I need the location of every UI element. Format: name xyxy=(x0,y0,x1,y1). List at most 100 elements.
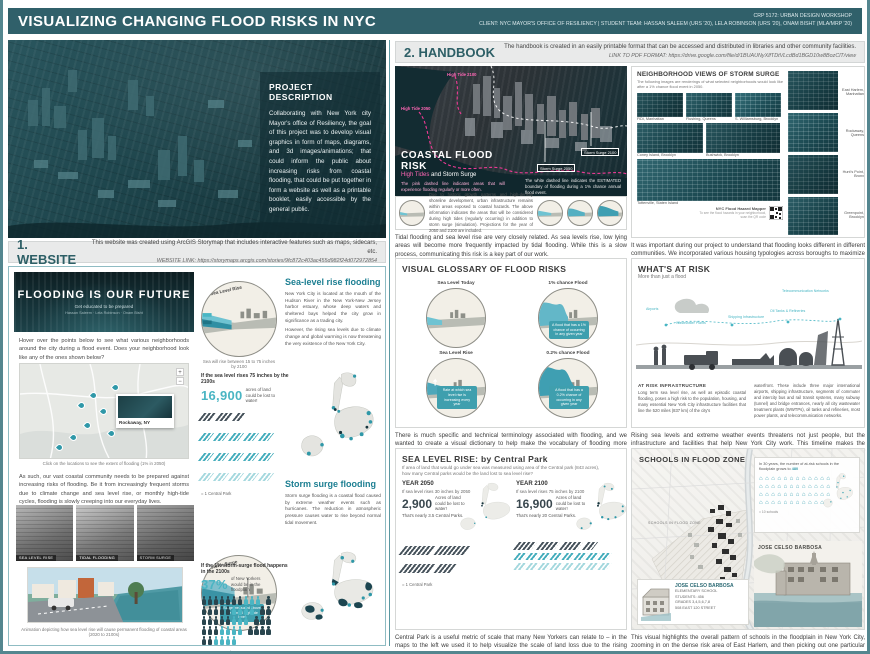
school-info-line: GRADES 3,4,5,6,7,8 xyxy=(675,600,711,605)
column-divider xyxy=(389,40,390,646)
website-section-desc: This website was created using ArcGIS St… xyxy=(89,239,377,265)
map-popup[interactable]: Rockaway, NY xyxy=(116,394,174,428)
year-label: YEAR 2100 xyxy=(516,481,548,487)
annotation-high-tide-2100: High Tide 2100 xyxy=(447,72,477,77)
handbook-section-desc: The handbook is created in an easily pri… xyxy=(504,43,856,60)
right-label: Greenpoint, Brooklyn xyxy=(844,210,864,219)
map-zoom-out[interactable]: − xyxy=(176,377,184,385)
stat-unit: acres of land could be lost to water! xyxy=(245,387,276,404)
risk-col1-title: AT RISK INFRASTRUCTURE xyxy=(638,383,707,388)
stat-value: 16,900 xyxy=(201,388,243,404)
neighborhood-small-row: FiDi, Manhattan Flushing, Queens S. Will… xyxy=(637,92,783,121)
neighborhoods-right-labels: East Harlem, Manhattan Rockaway, Queens … xyxy=(840,71,864,235)
schools-glyph-grid: ⌂⌂⌂⌂⌂⌂⌂⌂⌂⌂⌂⌂ ⌂⌂⌂⌂⌂⌂⌂⌂⌂⌂⌂⌂ ⌂⌂⌂⌂⌂⌂⌂⌂⌂⌂⌂⌂ ⌂… xyxy=(759,475,855,507)
schools-inset: In 30 years, the number of at-risk schoo… xyxy=(754,457,860,533)
glossary-item-0: Sea Level Today xyxy=(410,281,502,348)
neighborhoods-panel: NEIGHBORHOOD VIEWS OF STORM SURGE The fo… xyxy=(631,66,865,238)
coastal-title: COASTAL FLOOD RISK xyxy=(401,150,493,172)
sea-level-circle-diagram: Sea Level Rise xyxy=(201,281,277,357)
flooded-school-image: JOSE CELSO BARBOSA xyxy=(754,541,862,627)
glossary-circle xyxy=(426,288,486,348)
neighborhood-label: Tottenville, Staten Island xyxy=(637,200,679,205)
handbook-intro: The handbook is created in an easily pri… xyxy=(504,44,856,51)
year-note: That's nearly 3.5 Central Parks. xyxy=(402,513,464,519)
neighborhood-wide-block: Tottenville, Staten Island xyxy=(637,158,783,205)
glossary-item-2: Sea Level Rise Rate at which sea level r… xyxy=(410,351,502,418)
website-outro-text: As such, our vast coastal community need… xyxy=(19,474,189,506)
project-description-title: PROJECT DESCRIPTION xyxy=(269,82,333,102)
central-park-caption: Central Park is a useful metric of scale… xyxy=(395,635,627,650)
neighborhood-image xyxy=(788,197,838,235)
inset-minimap xyxy=(823,473,853,508)
website-link[interactable]: WEBSITE LINK: https://storymaps.arcgis.c… xyxy=(156,257,377,264)
website-panel: FLOODING IS OUR FUTURE Get educated to b… xyxy=(8,266,386,651)
coastal-body: Due to historic growth patterns and high… xyxy=(429,192,533,233)
school-info-line: STUDENTS: 456 xyxy=(675,594,704,599)
glossary-note: Rate at which sea level rise is increasi… xyxy=(437,386,477,409)
year-intro: If sea level rises 30 inches by 2050 xyxy=(402,489,471,494)
glossary-circle: A flood that has a 1% chance of occurrin… xyxy=(538,288,598,348)
school-card: JOSE CELSO BARBOSA ELEMENTARY SCHOOL STU… xyxy=(637,579,749,625)
storm-surge-flood-map xyxy=(293,549,381,633)
hero-subtitle: Get educated to be prepared xyxy=(74,304,134,309)
sea-level-body2: However, the rising sea levels due to cl… xyxy=(285,327,381,346)
year-value: 16,900 xyxy=(516,496,553,511)
neighborhood-medium-row: Coney Island, Brooklyn Bushwick, Brookly… xyxy=(637,122,783,157)
nyc-map-surge xyxy=(301,551,374,620)
header-meta: CRP 5172: URBAN DESIGN WORKSHOP CLIENT: … xyxy=(479,13,852,29)
annotation-storm-surge-2100: Storm Surge 2100 xyxy=(581,148,620,156)
right-label: Hunt's Point, Bronx xyxy=(842,169,864,178)
course-label: CRP 5172: URBAN DESIGN WORKSHOP xyxy=(753,13,853,20)
risk-col2-body: waterfront. These include three major in… xyxy=(754,383,860,419)
map-zoom-in[interactable]: + xyxy=(176,368,184,376)
year-2100-block: YEAR 2100 If sea level rises 75 inches b… xyxy=(512,481,627,571)
storm-surge-text-block: Storm surge flooding Storm surge floodin… xyxy=(285,479,381,526)
stat-intro: If the 1% storm-surge flood happens in t… xyxy=(201,563,288,575)
school-info-line: 508 EAST 120 STREET xyxy=(675,606,716,611)
year-2050-block: YEAR 2050 If sea level rises 30 inches b… xyxy=(398,481,511,587)
handbook-section-title: 2. HANDBOOK xyxy=(404,44,496,60)
tool-name: NYC Flood Hazard Mapper xyxy=(715,206,766,212)
flood-render-graphic xyxy=(28,568,182,622)
website-hero: FLOODING IS OUR FUTURE Get educated to b… xyxy=(14,272,194,332)
people-pictogram xyxy=(201,596,273,646)
annotation-storm-surge-2050: Storm Surge 2050 xyxy=(537,164,576,172)
central-park-panel: SEA LEVEL RISE: by Central Park If area … xyxy=(395,448,627,630)
glyph-row: ⌂⌂⌂⌂⌂⌂⌂⌂⌂⌂⌂⌂ xyxy=(759,475,833,482)
school-info-line: ELEMENTARY SCHOOL xyxy=(675,589,718,593)
glossary-item-3: 0.2% chance Flood A flood that has a 0.2… xyxy=(522,351,614,418)
website-map[interactable]: Rockaway, NY + − xyxy=(19,363,189,459)
tool-note: To see the flood hazards in your neighbo… xyxy=(699,211,766,220)
handbook-pdf-link[interactable]: LINK TO PDF FORMAT: https://drive.google… xyxy=(608,53,856,60)
map-popup-thumbnail xyxy=(118,396,172,418)
photo-label: SEA LEVEL RISE xyxy=(16,555,57,561)
storm-surge-stat-block: If the 1% storm-surge flood happens in t… xyxy=(201,563,289,651)
mini-circle-2080 xyxy=(567,200,593,226)
neighborhood-image xyxy=(788,71,838,110)
year-unit: Acres of land could be lost to water! xyxy=(555,495,586,512)
map-popup-label: Rockaway, NY xyxy=(119,420,151,425)
school-name: JOSE CELSO BARBOSA xyxy=(675,583,734,589)
sea-level-body1: New York City is located at the mouth of… xyxy=(285,291,381,323)
glossary-item-title: Sea Level Today xyxy=(437,281,475,286)
glossary-item-title: Sea Level Rise xyxy=(439,351,473,356)
photo-storm-surge: STORM SURGE xyxy=(136,505,194,561)
illus-label: Wastewater Plants xyxy=(676,321,706,325)
neighborhood-image xyxy=(788,113,838,152)
neighborhoods-left-page: NEIGHBORHOOD VIEWS OF STORM SURGE The fo… xyxy=(637,71,783,220)
bars-2100 xyxy=(512,542,624,571)
coastal-title-block: COASTAL FLOOD RISK High Tides and Storm … xyxy=(401,150,505,193)
year-value: 2,900 xyxy=(402,496,433,511)
illus-label: Airports xyxy=(646,307,659,311)
sea-level-cross-section xyxy=(202,308,276,334)
sea-level-flood-map xyxy=(293,369,381,473)
right-label: Rockaway, Queens xyxy=(845,128,864,137)
hero-title: FLOODING IS OUR FUTURE xyxy=(17,289,191,301)
neighborhood-image xyxy=(788,155,838,194)
coastal-pink-note: The pink dashed line indicates areas tha… xyxy=(401,181,505,192)
glyph-row: ⌂⌂⌂⌂⌂⌂⌂⌂⌂⌂⌂⌂ xyxy=(759,500,833,507)
neighborhoods-subtitle: The following images are renderings of w… xyxy=(637,79,783,90)
illus-label: Shipping Infrastructure xyxy=(728,315,765,319)
photo-label: STORM SURGE xyxy=(136,555,175,561)
